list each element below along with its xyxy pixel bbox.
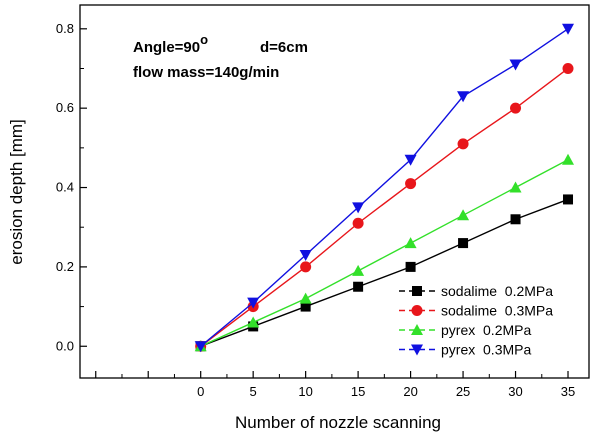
data-point [404, 237, 417, 249]
data-point [300, 261, 312, 273]
annotation-flow: flow mass=140g/min [133, 64, 279, 81]
series-3 [194, 23, 575, 353]
series-line [200, 28, 569, 347]
legend-marker [411, 344, 423, 356]
data-point [562, 23, 575, 35]
legend-label: pyrex 0.3MPa [441, 342, 531, 358]
data-point [509, 181, 522, 193]
data-point [353, 281, 364, 292]
data-point [510, 102, 522, 114]
legend: sodalime 0.2MPa sodalime 0.3MPa pyrex 0.2M… [399, 283, 553, 358]
x-tick-label: 30 [508, 384, 522, 399]
data-point [405, 178, 417, 190]
x-axis-title: Number of nozzle scanning [235, 413, 441, 432]
plot-area [79, 4, 590, 379]
y-axis-title: erosion depth [mm] [7, 119, 26, 265]
annotation-angle: Angle=90o [133, 32, 208, 56]
legend-item: pyrex 0.3MPa [399, 342, 531, 358]
data-point [404, 154, 417, 166]
data-point [457, 138, 469, 150]
data-point [457, 91, 470, 103]
series-line [200, 67, 569, 347]
legend-item: pyrex 0.2MPa [399, 322, 531, 338]
y-axis-ticks: 0.0 0.2 0.4 0.6 0.8 [56, 21, 87, 353]
data-point [247, 297, 260, 309]
x-tick-label: 35 [561, 384, 575, 399]
legend-marker [411, 305, 423, 316]
series-2 [194, 153, 575, 352]
legend-item: sodalime 0.2MPa [399, 283, 553, 299]
x-tick-label: 20 [403, 384, 417, 399]
annotation-distance: d=6cm [260, 39, 308, 56]
data-point [562, 62, 574, 74]
data-point [458, 238, 469, 249]
legend-marker [411, 324, 423, 335]
legend-item: sodalime 0.3MPa [399, 303, 553, 319]
data-point [509, 59, 522, 71]
series-line [200, 159, 569, 347]
x-tick-label: 10 [298, 384, 312, 399]
y-tick-label: 0.4 [56, 180, 74, 195]
legend-marker [412, 286, 422, 296]
data-point [194, 341, 207, 353]
x-tick-label: 15 [351, 384, 365, 399]
data-point [562, 153, 575, 165]
data-point [352, 202, 365, 214]
data-point [300, 301, 311, 312]
y-tick-label: 0.8 [56, 21, 74, 36]
legend-label: sodalime 0.3MPa [441, 303, 553, 319]
data-point [510, 214, 521, 225]
x-tick-label: 25 [456, 384, 470, 399]
data-point [563, 194, 574, 205]
x-tick-label: 5 [250, 384, 257, 399]
series-layer [194, 23, 575, 353]
y-tick-label: 0.0 [56, 338, 74, 353]
data-point [405, 261, 416, 272]
y-tick-label: 0.2 [56, 259, 74, 274]
data-point [299, 292, 312, 304]
series-line [200, 198, 569, 347]
data-point [299, 249, 312, 261]
x-tick-label: 0 [197, 384, 204, 399]
x-axis-ticks: 0 5 10 15 20 25 30 35 [95, 371, 575, 399]
data-point [352, 217, 364, 229]
legend-label: sodalime 0.2MPa [441, 283, 553, 299]
y-tick-label: 0.6 [56, 100, 74, 115]
legend-label: pyrex 0.2MPa [441, 322, 531, 338]
data-point [457, 209, 470, 221]
data-point [352, 264, 365, 276]
data-point [247, 316, 260, 328]
